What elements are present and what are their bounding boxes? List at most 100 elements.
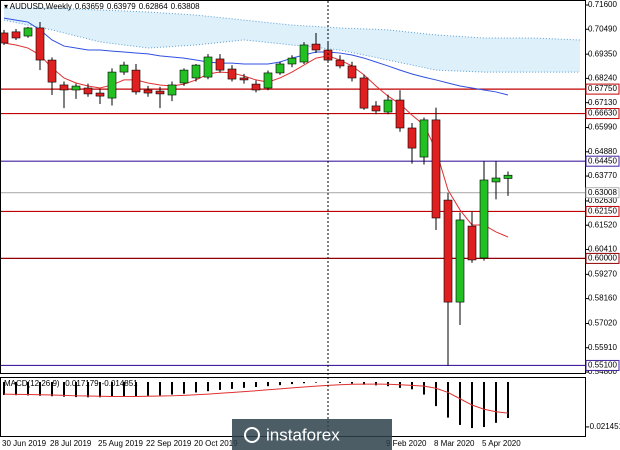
macd-bar [159,381,161,396]
level-label: 0.67750 [588,84,617,93]
level-label: 0.60000 [588,254,617,263]
cloud-area [4,8,580,73]
candle-body [251,83,261,91]
level-label: 0.64450 [588,156,617,165]
level-label-box [585,108,620,120]
macd-header: MACD(12,26,9) -0.017179 -0.014851 [4,379,138,388]
macd-bar [363,381,365,385]
candle-body [275,63,285,74]
macd-bar [207,381,209,392]
candle-body [443,199,453,303]
plot-layer [0,7,585,429]
x-tick-label: 25 Aug 2019 [98,439,143,448]
candle-body [503,174,513,179]
macd-bar [75,381,77,398]
candle-body [407,127,417,149]
close-value: 0.63808 [171,2,200,11]
macd-bar [111,381,113,397]
macd-bar [231,381,233,389]
candle-body [263,72,273,89]
macd-bar [171,381,173,395]
signal-line [3,383,509,414]
macd-signal-value: -0.014851 [102,379,139,388]
level-label-box [585,205,620,217]
candle-body [467,225,477,261]
macd-bar [495,381,497,423]
candle-body [371,105,381,112]
macd-bar [3,381,5,395]
low-value: 0.62864 [139,2,168,11]
y-tick-label: -0.021451 [587,422,620,431]
level-label-box [585,359,620,371]
macd-bar [459,381,461,425]
y-tick-label: 0.60410 [588,245,617,254]
y-tick-label: 0.67130 [588,98,617,107]
x-tick-label: 22 Sep 2019 [146,439,192,448]
macd-bar [135,381,137,397]
y-tick-label: 0.71600 [588,0,617,9]
candle-body [35,27,45,61]
macd-bar [267,381,269,387]
y-tick-label: 0.69350 [588,49,617,58]
x-tick-label: 28 Jul 2019 [50,439,92,448]
candle-body [383,99,393,113]
y-tick-label: 0.70490 [588,24,617,33]
x-tick-label: 9 Feb 2020 [386,439,427,448]
x-tick-label: 8 Mar 2020 [434,439,475,448]
macd-bar [351,381,353,384]
y-tick-label: 0.57020 [588,319,617,328]
candle-body [455,219,465,303]
candle-body [191,64,201,79]
watermark: instaforex [266,425,340,444]
macd-main-value: -0.017179 [63,379,100,388]
macd-bar [63,381,65,397]
macd-bar [507,381,509,418]
y-tick-label: 0.54800 [588,367,617,376]
candle-body [239,77,249,81]
macd-bar [447,381,449,418]
candle-body [155,90,165,95]
candle-body [23,27,33,37]
level-label-box [585,83,620,95]
macd-bar [339,381,341,383]
y-tick-label: 0.59270 [588,269,617,278]
open-value: 0.63659 [75,2,104,11]
level-label: 0.62150 [588,207,617,216]
symbol-title: AUDUSD,Weekly [10,2,72,11]
y-tick-label: 0.62630 [588,196,617,205]
candle-body [347,65,357,79]
watermark-logo [244,427,260,443]
y-tick-label: 0.63770 [588,171,617,180]
cloud-line [3,19,580,73]
macd-bar [39,381,41,396]
candle-body [479,179,489,259]
candle-body [59,84,69,91]
candle-body [215,58,225,71]
macd-bar [255,381,257,388]
macd-bar [195,381,197,393]
macd-bar [87,381,89,398]
level-label: 0.63008 [588,188,617,197]
macd-bar [219,381,221,390]
y-tick-label: 0.58160 [588,294,617,303]
candle-body [83,87,93,95]
candle-body [431,119,441,219]
macd-bar [27,381,29,396]
x-tick-label: 20 Oct 2019 [194,439,238,448]
candle-body [299,44,309,63]
macd-bar [183,381,185,394]
candle-body [179,69,189,84]
chart-header: ▾ AUDUSD,Weekly 0.63659 0.63979 0.62864 0.63… [4,2,200,11]
candle-body [119,64,129,73]
price-panel-frame [0,0,586,374]
macd-bar [51,381,53,397]
level-label: 0.55100 [588,361,617,370]
macd-bar [291,381,293,385]
level-label-box [585,187,620,199]
candle-body [47,59,57,83]
y-tick-label: 0.68240 [588,74,617,83]
indicator-line [3,17,509,96]
